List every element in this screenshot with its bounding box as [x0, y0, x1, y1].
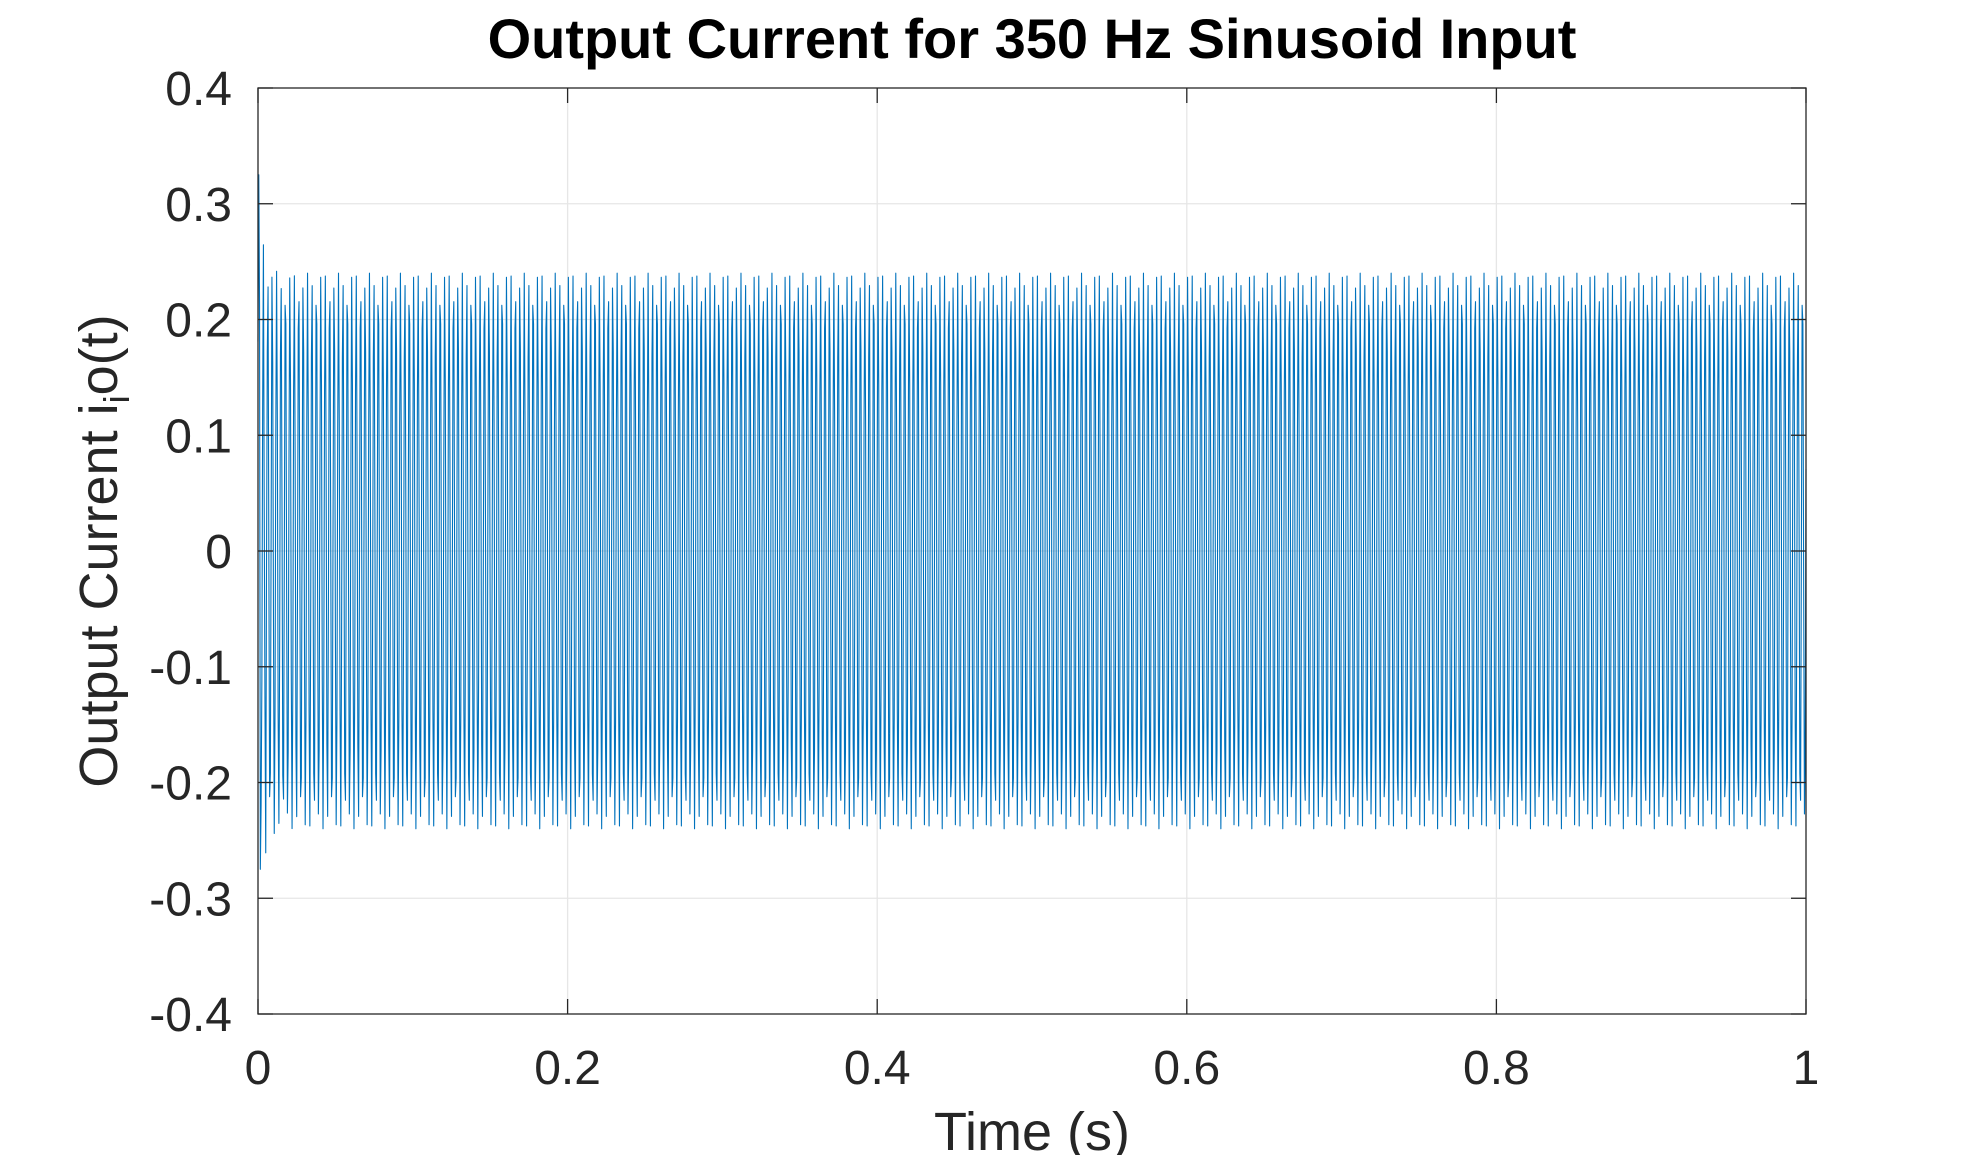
- x-tick-label: 0.4: [844, 1042, 911, 1095]
- y-tick-label: 0.2: [165, 295, 232, 348]
- y-axis-label: Output Current iio(t): [69, 314, 137, 787]
- y-tick-label: -0.2: [149, 758, 232, 811]
- y-tick-label: -0.3: [149, 873, 232, 926]
- chart-title: Output Current for 350 Hz Sinusoid Input: [488, 7, 1577, 70]
- x-tick-label: 0.8: [1463, 1042, 1530, 1095]
- y-tick-label: 0.3: [165, 179, 232, 232]
- y-tick-label: 0.1: [165, 410, 232, 463]
- ticks: [257, 87, 1807, 1015]
- y-tick-label: -0.4: [149, 989, 232, 1042]
- y-axis-label-main: Output Current i: [69, 403, 129, 787]
- x-tick-label: 0: [245, 1042, 272, 1095]
- x-tick-label: 1: [1793, 1042, 1820, 1095]
- x-tick-label: 0.6: [1153, 1042, 1220, 1095]
- y-tick-label: 0: [205, 526, 232, 579]
- y-axis-label-tail: o(t): [69, 314, 129, 395]
- x-tick-label: 0.2: [534, 1042, 601, 1095]
- series-group: [257, 174, 1807, 870]
- y-axis-label-subscript: i: [96, 395, 137, 403]
- x-tick-labels: 0 0.2 0.4 0.6 0.8 1: [245, 1042, 1820, 1095]
- series-line-output-current: [257, 174, 1807, 870]
- y-tick-labels: -0.4 -0.3 -0.2 -0.1 0 0.1 0.2 0.3 0.4: [149, 63, 232, 1042]
- y-tick-label: -0.1: [149, 642, 232, 695]
- x-axis-label: Time (s): [934, 1102, 1130, 1155]
- y-tick-label: 0.4: [165, 63, 232, 116]
